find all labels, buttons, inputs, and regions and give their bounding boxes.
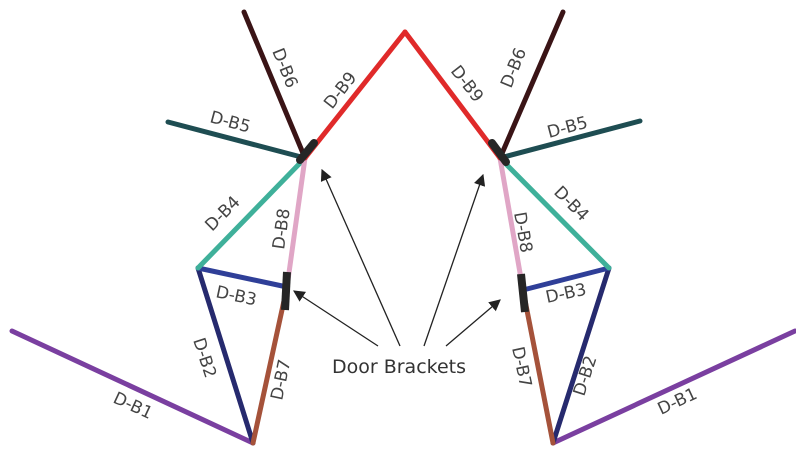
right-label-b8: D-B8 xyxy=(509,210,536,254)
left-member-b7 xyxy=(250,284,290,446)
left-label-b3: D-B3 xyxy=(214,282,258,310)
right-member-b2 xyxy=(550,265,612,446)
left-door-bracket-top xyxy=(296,139,318,164)
door-brackets-callout: Door Brackets xyxy=(293,168,501,378)
right-member-b5 xyxy=(497,118,643,161)
right-label-b9: D-B9 xyxy=(446,62,487,107)
right-door-bracket-mid xyxy=(517,273,529,313)
right-frame: D-B1 D-B2 D-B3 D-B4 D-B5 D-B6 D-B7 D-B8 … xyxy=(402,9,796,446)
left-member-b8 xyxy=(284,155,308,290)
callout-label: Door Brackets xyxy=(332,356,466,378)
right-label-b4: D-B4 xyxy=(549,182,592,225)
right-door-bracket-top xyxy=(488,139,510,166)
left-member-b6 xyxy=(241,9,308,161)
right-label-b2: D-B2 xyxy=(570,353,602,398)
left-member-b2 xyxy=(195,265,256,446)
left-door-bracket-mid xyxy=(281,271,291,311)
callout-arrow-right-top xyxy=(423,173,486,347)
right-label-b1: D-B1 xyxy=(655,384,701,419)
callout-arrow-left-top xyxy=(320,168,401,347)
left-label-b2: D-B2 xyxy=(188,335,220,380)
left-frame: D-B1 D-B2 D-B3 D-B4 D-B5 D-B6 D-B7 D-B8 … xyxy=(9,9,408,446)
left-label-b9: D-B9 xyxy=(320,68,361,113)
right-member-b4 xyxy=(497,155,612,271)
left-member-b9 xyxy=(302,29,408,161)
right-member-b9 xyxy=(402,29,503,161)
right-member-b6 xyxy=(497,9,566,161)
right-member-b8 xyxy=(497,155,526,293)
right-member-b7 xyxy=(520,287,556,446)
left-member-b4 xyxy=(195,155,308,271)
right-member-b3 xyxy=(520,265,612,293)
right-label-b6: D-B6 xyxy=(497,45,531,91)
callout-arrow-right-mid xyxy=(445,299,501,347)
right-member-b1 xyxy=(550,328,796,446)
left-member-b1 xyxy=(9,328,256,446)
callout-arrow-left-mid xyxy=(293,290,379,347)
right-label-b7: D-B7 xyxy=(507,345,535,389)
left-member-b5 xyxy=(165,119,308,161)
left-member-b3 xyxy=(195,265,290,290)
